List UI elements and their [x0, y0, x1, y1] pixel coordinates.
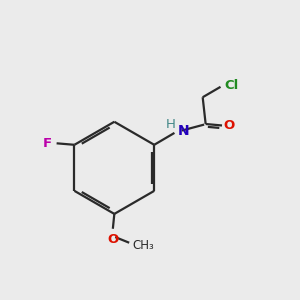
Text: O: O — [107, 233, 118, 246]
Text: F: F — [43, 137, 52, 150]
Text: Cl: Cl — [224, 79, 238, 92]
Text: H: H — [166, 118, 175, 130]
Text: O: O — [224, 119, 235, 132]
Text: CH₃: CH₃ — [132, 238, 154, 252]
Text: N: N — [177, 124, 189, 138]
